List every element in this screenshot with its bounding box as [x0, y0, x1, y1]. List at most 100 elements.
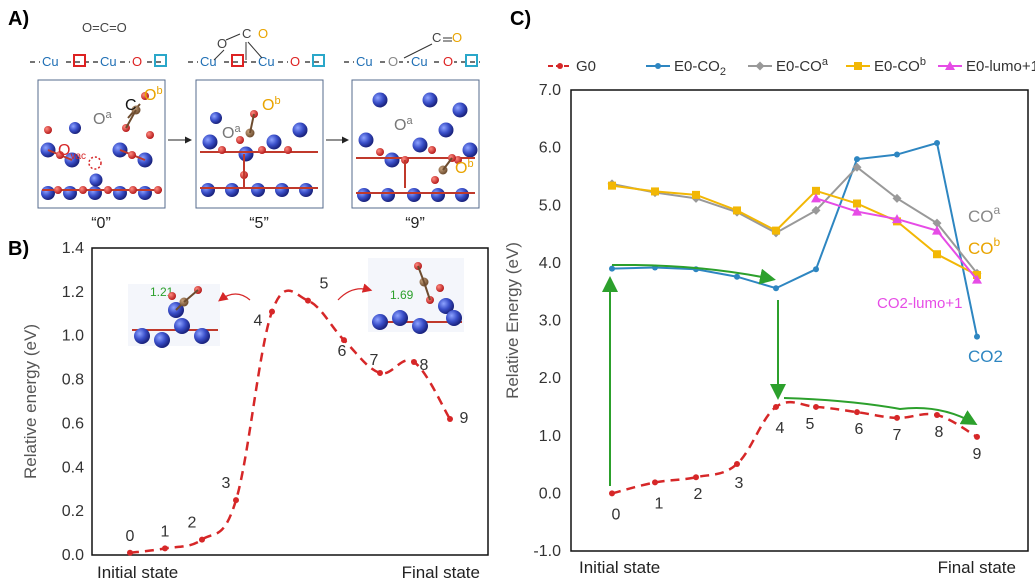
o-atom	[154, 186, 162, 194]
cu-atom	[384, 152, 400, 168]
o-atom	[141, 92, 149, 100]
data-point-co2	[773, 285, 779, 292]
x-label-final: Final state	[402, 563, 480, 582]
sketch-c-label: C	[242, 26, 251, 41]
data-point-g0	[609, 490, 615, 497]
series-annotations: COa COb CO2-lumo+1 CO2	[877, 203, 1003, 366]
cu-atom	[113, 186, 127, 200]
label-oa: Oa	[93, 109, 112, 128]
cu-atom	[63, 186, 77, 200]
data-point-cob	[608, 181, 616, 190]
data-point	[411, 359, 417, 366]
point-label: 5	[320, 276, 329, 293]
plot-frame	[570, 89, 1029, 552]
cu-atom	[201, 183, 215, 197]
legend-label-cob: E0-COb	[874, 56, 926, 75]
series-line-co2	[611, 141, 978, 337]
o-atom	[431, 176, 439, 184]
cu-atom	[88, 186, 102, 200]
cu-atom	[299, 183, 313, 197]
o-atom	[436, 284, 444, 292]
panel-a: A) O=C=O Cu Cu O Cu Cu O Cu O Cu O O C O C O	[8, 8, 480, 232]
site-atom: Cu	[100, 54, 117, 69]
point-label: 3	[222, 475, 231, 492]
data-point	[269, 308, 275, 315]
data-point-co2	[813, 266, 819, 273]
chain-bg	[441, 53, 454, 69]
caption-0: “0”	[91, 215, 111, 232]
cu-atom	[452, 102, 468, 118]
data-point-g0	[773, 403, 779, 410]
x-label-final: Final state	[938, 558, 1016, 577]
point-label: 2	[188, 515, 197, 532]
data-point-coa	[892, 193, 902, 203]
series-annotation: CO2-lumo+1	[877, 295, 962, 312]
data-point-g0	[854, 409, 860, 416]
cu-atom	[89, 173, 103, 187]
y-tick-label: 1.0	[539, 428, 561, 445]
data-point	[377, 369, 383, 376]
cu-atom	[154, 332, 170, 348]
data-point-co2	[934, 140, 940, 147]
x-label-initial: Initial state	[579, 558, 660, 577]
bond	[125, 109, 137, 129]
y-tick-label: 0.8	[62, 372, 84, 389]
data-point-co2	[894, 151, 900, 158]
label-oa: Oa	[394, 115, 413, 134]
o-atom	[79, 186, 87, 194]
label-ob: Ob	[455, 158, 474, 177]
y-tick-label: 4.0	[539, 255, 561, 272]
cu-atom	[174, 318, 190, 334]
data-point	[305, 297, 311, 304]
legend-marker-lumo	[945, 61, 955, 70]
bond	[183, 289, 199, 303]
cu-atom	[372, 92, 388, 108]
point-label: 5	[806, 416, 815, 433]
data-point-g0	[652, 479, 658, 486]
y-tick-label: 2.0	[539, 370, 561, 387]
data-point-cob	[933, 250, 941, 259]
legend-c: G0 E0-CO2 E0-COa E0-COb E0-lumo+1	[548, 56, 1035, 78]
data-point-coa	[932, 218, 942, 228]
point-label: 1	[655, 495, 664, 512]
chain-bg	[40, 53, 62, 69]
cu-atom	[357, 188, 371, 202]
o-atom	[104, 186, 112, 194]
site-atom: Cu	[411, 54, 428, 69]
cu-atom	[358, 132, 374, 148]
panel-c: C) G0 E0-CO2 E0-COa E0-COb E0-lumo+1 -1.0 0.0…	[503, 8, 1035, 577]
y-axis-title: Relative energy (eV)	[21, 324, 40, 479]
data-point	[127, 549, 133, 556]
series-line-g0	[611, 400, 978, 495]
legend-marker-g0	[557, 63, 563, 69]
inset-atoms	[132, 262, 462, 348]
chain-bg	[386, 53, 399, 69]
chain-bg	[288, 53, 301, 69]
cu-atom	[194, 328, 210, 344]
panel-b: B) 0.0 0.2 0.4 0.6 0.8 1.0 1.2 1.4 Relative ener…	[8, 238, 489, 582]
legend-marker-co2	[655, 63, 661, 69]
point-label: 0	[612, 506, 621, 523]
cu-atom	[407, 188, 421, 202]
o-atom	[218, 146, 226, 154]
point-label: 2	[694, 486, 703, 503]
site-atom: Cu	[356, 54, 373, 69]
site-atom: O	[132, 54, 142, 69]
data-point	[341, 337, 347, 344]
panel-b-label: B)	[8, 238, 29, 260]
relax-arrow	[611, 263, 776, 285]
data-point-lumo	[972, 274, 982, 284]
cu-atom	[412, 137, 428, 153]
data-point-coa	[811, 205, 821, 215]
cu-atom	[266, 134, 282, 150]
o-atom	[146, 131, 154, 139]
point-label: 9	[973, 446, 982, 463]
sketch-c-label: C	[432, 30, 441, 45]
caption-5: “5”	[249, 215, 269, 232]
data-point	[162, 545, 168, 552]
data-point-co2	[734, 273, 740, 280]
y-tick-label: 5.0	[539, 197, 561, 214]
cu-atom	[431, 188, 445, 202]
label-c: C	[125, 97, 137, 114]
